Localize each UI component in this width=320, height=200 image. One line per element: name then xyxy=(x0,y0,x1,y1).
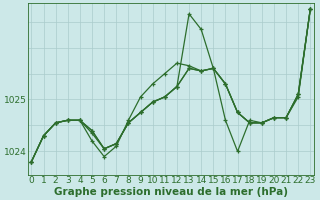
X-axis label: Graphe pression niveau de la mer (hPa): Graphe pression niveau de la mer (hPa) xyxy=(54,187,288,197)
